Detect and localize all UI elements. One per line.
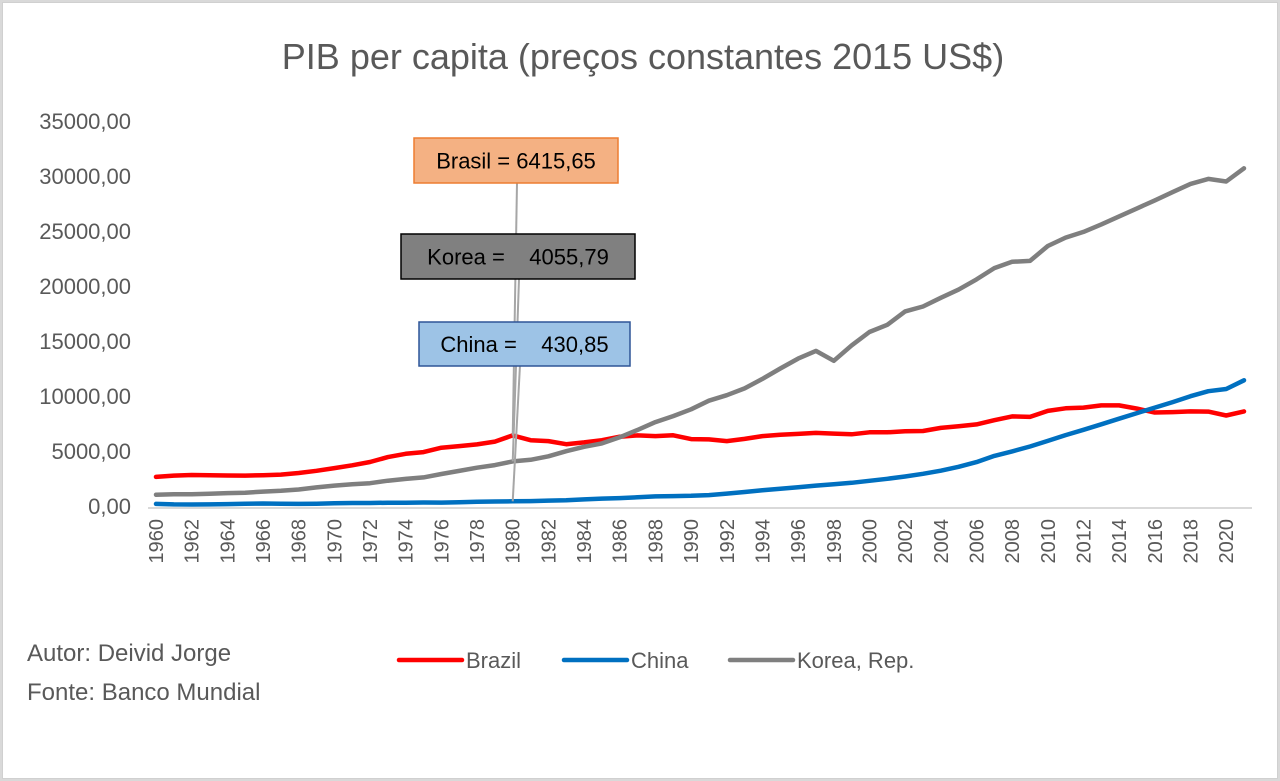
legend: Brazil China Korea, Rep. [396,648,914,673]
x-tick-label: 1994 [752,519,774,564]
series-line-korea-rep [153,166,1247,497]
callout-label: Brasil = 6415,65 [436,149,596,174]
author-credit: Autor: Deivid Jorge [27,640,231,667]
series-line-brazil [153,403,1247,480]
legend-label: China [631,648,689,673]
legend-label: Korea, Rep. [797,648,914,673]
x-tick-label: 1972 [360,519,382,564]
y-tick-label: 30000,00 [39,164,131,189]
callout-brazil: Brasil = 6415,65 [413,137,619,184]
y-tick-label: 5000,00 [51,439,131,464]
x-tick-label: 2006 [966,519,988,564]
x-tick-label: 2018 [1180,519,1202,564]
chart-title: PIB per capita (preços constantes 2015 U… [282,36,1004,77]
legend-item-brazil: Brazil [396,648,521,673]
x-tick-label: 1966 [253,519,275,564]
x-tick-label: 1968 [289,519,311,564]
x-tick-label: 1982 [538,519,560,564]
x-tick-label: 1960 [146,519,168,564]
x-tick-label: 1964 [217,519,239,564]
x-tick-label: 2012 [1073,519,1095,564]
series-line-china [153,378,1247,507]
x-axis-ticks: 1960 1962 1964 1966 1968 1970 1972 1974 1976 1978… [146,519,1238,564]
callout-leader-line [511,182,518,436]
x-tick-label: 1990 [681,519,703,564]
callout-label: Korea = 4055,79 [427,245,609,270]
x-tick-label: 1978 [467,519,489,564]
source-credit: Fonte: Banco Mundial [27,679,260,706]
legend-item-china: China [561,648,689,673]
callout-label: China = 430,85 [440,332,608,357]
x-tick-label: 2004 [931,519,953,564]
callout-leader-line [511,278,520,462]
line-chart: PIB per capita (preços constantes 2015 U… [27,36,1252,706]
y-axis-ticks: 0,00 5000,00 10000,00 15000,00 20000,00 25000… [39,109,131,519]
x-tick-label: 2002 [895,519,917,564]
callout-layer: Brasil = 6415,65 Korea = 4055,79 China = 4… [400,137,636,502]
x-tick-label: 1962 [182,519,204,564]
x-tick-label: 2008 [1002,519,1024,564]
x-tick-label: 1976 [431,519,453,564]
series-layer [153,166,1247,507]
callout-korea-rep: Korea = 4055,79 [400,233,636,280]
y-tick-label: 0,00 [88,494,131,519]
callout-leader-line [511,364,521,502]
x-tick-label: 2014 [1109,519,1131,564]
callout-box [413,137,619,184]
x-tick-label: 1996 [788,519,810,564]
x-tick-label: 1984 [574,519,596,564]
x-tick-label: 2020 [1216,519,1238,564]
x-tick-label: 2016 [1145,519,1167,564]
legend-label: Brazil [466,648,521,673]
y-tick-label: 25000,00 [39,219,131,244]
y-tick-label: 15000,00 [39,329,131,354]
y-tick-label: 20000,00 [39,274,131,299]
y-tick-label: 35000,00 [39,109,131,134]
x-tick-label: 1986 [610,519,632,564]
x-tick-label: 1974 [396,519,418,564]
x-tick-label: 1970 [324,519,346,564]
x-tick-label: 1992 [717,519,739,564]
callout-box [418,321,631,367]
callout-china: China = 430,85 [418,321,631,367]
y-tick-label: 10000,00 [39,384,131,409]
callout-box [400,233,636,280]
x-tick-label: 2010 [1038,519,1060,564]
x-tick-label: 1980 [503,519,525,564]
x-tick-label: 1988 [645,519,667,564]
x-tick-label: 1998 [824,519,846,564]
x-tick-label: 2000 [859,519,881,564]
legend-item-korea-rep: Korea, Rep. [727,648,914,673]
